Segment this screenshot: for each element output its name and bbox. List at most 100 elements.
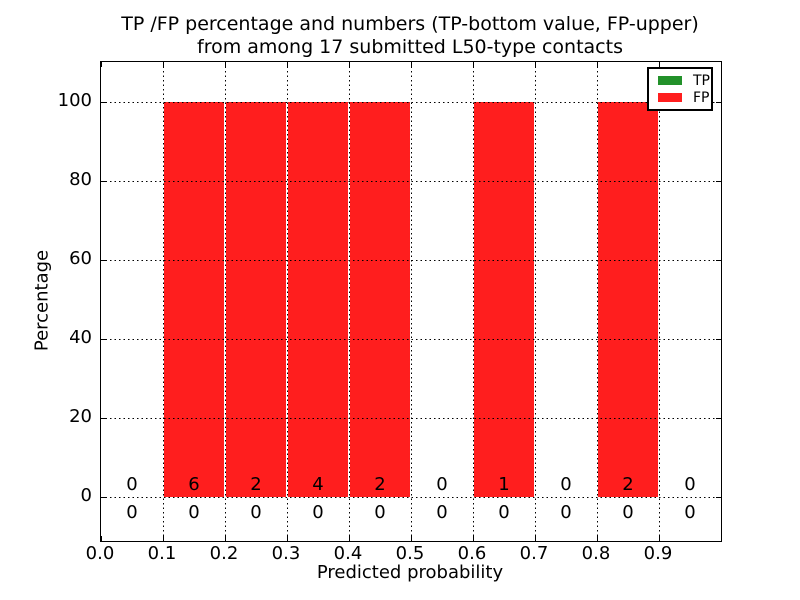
count-tp: 0 xyxy=(126,502,138,523)
y-tick-label: 80 xyxy=(69,169,92,190)
count-fp: 0 xyxy=(126,474,138,495)
bar-fp xyxy=(164,102,224,497)
annotations-layer: 0 0 0 0 0 0 0 0 0 0 0 6 2 4 2 0 1 0 2 0 xyxy=(101,62,721,541)
y-tick-right xyxy=(716,260,721,261)
plot-area: 0 0 0 0 0 0 0 0 0 0 0 6 2 4 2 0 1 0 2 0 TP FP xyxy=(100,61,722,542)
x-tick-bottom xyxy=(659,536,660,541)
x-tick-label: 0.5 xyxy=(395,543,425,564)
count-fp: 0 xyxy=(436,474,448,495)
y-tick-label: 20 xyxy=(69,406,92,427)
legend: TP FP xyxy=(647,67,713,111)
x-tick-label: 0.8 xyxy=(581,543,611,564)
y-tick-left xyxy=(101,181,106,182)
count-tp: 0 xyxy=(622,502,634,523)
count-tp: 0 xyxy=(188,502,200,523)
y-tick-right xyxy=(716,418,721,419)
y-tick-left xyxy=(101,339,106,340)
count-fp: 2 xyxy=(374,474,386,495)
x-tick-label: 0.6 xyxy=(457,543,487,564)
count-tp: 0 xyxy=(250,502,262,523)
y-tick-label: 0 xyxy=(80,485,92,506)
y-tick-label: 60 xyxy=(69,248,92,269)
chart-title-line1: TP /FP percentage and numbers (TP-bottom… xyxy=(121,13,699,35)
x-tick-bottom xyxy=(101,536,102,541)
x-tick-label: 0.4 xyxy=(333,543,363,564)
legend-label-fp: FP xyxy=(693,89,710,106)
count-fp: 0 xyxy=(684,474,696,495)
gridline-x-0.6 xyxy=(473,62,474,541)
y-tick-left xyxy=(101,418,106,419)
gridline-x-0.5 xyxy=(411,62,412,541)
count-tp: 0 xyxy=(312,502,324,523)
legend-entry-fp: FP xyxy=(649,91,711,105)
y-tick-right xyxy=(716,497,721,498)
x-tick-bottom xyxy=(473,536,474,541)
gridline-x-0.3 xyxy=(287,62,288,541)
bar-fp xyxy=(474,102,534,497)
bars-layer xyxy=(101,62,721,541)
x-tick-bottom xyxy=(225,536,226,541)
chart-title-line2: from among 17 submitted L50-type contact… xyxy=(197,36,623,58)
x-tick-top xyxy=(101,62,102,67)
gridline-x-0.7 xyxy=(535,62,536,541)
x-tick-label: 0.2 xyxy=(209,543,239,564)
x-tick-bottom xyxy=(535,536,536,541)
x-tick-bottom xyxy=(349,536,350,541)
ticks-layer xyxy=(101,62,721,541)
x-tick-top xyxy=(659,62,660,67)
x-tick-label: 0.7 xyxy=(519,543,549,564)
bar-fp xyxy=(288,102,348,497)
x-tick-top xyxy=(411,62,412,67)
count-tp: 0 xyxy=(560,502,572,523)
count-fp: 2 xyxy=(250,474,262,495)
count-fp: 6 xyxy=(188,474,200,495)
y-tick-left xyxy=(101,102,106,103)
x-tick-top xyxy=(287,62,288,67)
gridline-x-0.9 xyxy=(659,62,660,541)
chart-title: TP /FP percentage and numbers (TP-bottom… xyxy=(100,13,720,59)
gridline-x-0.1 xyxy=(163,62,164,541)
y-tick-left xyxy=(101,260,106,261)
count-tp: 0 xyxy=(684,502,696,523)
gridline-x-0.2 xyxy=(225,62,226,541)
x-tick-top xyxy=(597,62,598,67)
count-tp: 0 xyxy=(498,502,510,523)
x-axis-label: Predicted probability xyxy=(316,562,504,583)
grid-layer xyxy=(101,62,721,541)
y-tick-label: 40 xyxy=(69,327,92,348)
bar-fp xyxy=(350,102,410,497)
x-tick-top xyxy=(349,62,350,67)
x-tick-label: 0.0 xyxy=(85,543,115,564)
count-tp: 0 xyxy=(374,502,386,523)
x-tick-label: 0.9 xyxy=(643,543,673,564)
gridline-x-0.8 xyxy=(597,62,598,541)
y-tick-label: 100 xyxy=(57,90,92,111)
legend-entry-tp: TP xyxy=(649,74,711,88)
legend-swatch-fp xyxy=(658,93,682,102)
bar-fp xyxy=(226,102,286,497)
legend-label-tp: TP xyxy=(693,72,710,89)
x-tick-bottom xyxy=(411,536,412,541)
count-fp: 4 xyxy=(312,474,324,495)
count-fp: 0 xyxy=(560,474,572,495)
x-tick-bottom xyxy=(597,536,598,541)
y-tick-right xyxy=(716,339,721,340)
count-fp: 2 xyxy=(622,474,634,495)
y-tick-right xyxy=(716,102,721,103)
x-tick-top xyxy=(225,62,226,67)
x-tick-top xyxy=(535,62,536,67)
count-fp: 1 xyxy=(498,474,510,495)
x-tick-top xyxy=(473,62,474,67)
x-tick-bottom xyxy=(163,536,164,541)
legend-swatch-tp xyxy=(658,76,682,85)
x-tick-label: 0.1 xyxy=(147,543,177,564)
y-axis-label: Percentage xyxy=(31,249,53,352)
y-tick-left xyxy=(101,497,106,498)
x-tick-label: 0.3 xyxy=(271,543,301,564)
gridline-x-0.4 xyxy=(349,62,350,541)
y-tick-right xyxy=(716,181,721,182)
x-tick-bottom xyxy=(287,536,288,541)
bar-fp xyxy=(598,102,658,497)
count-tp: 0 xyxy=(436,502,448,523)
